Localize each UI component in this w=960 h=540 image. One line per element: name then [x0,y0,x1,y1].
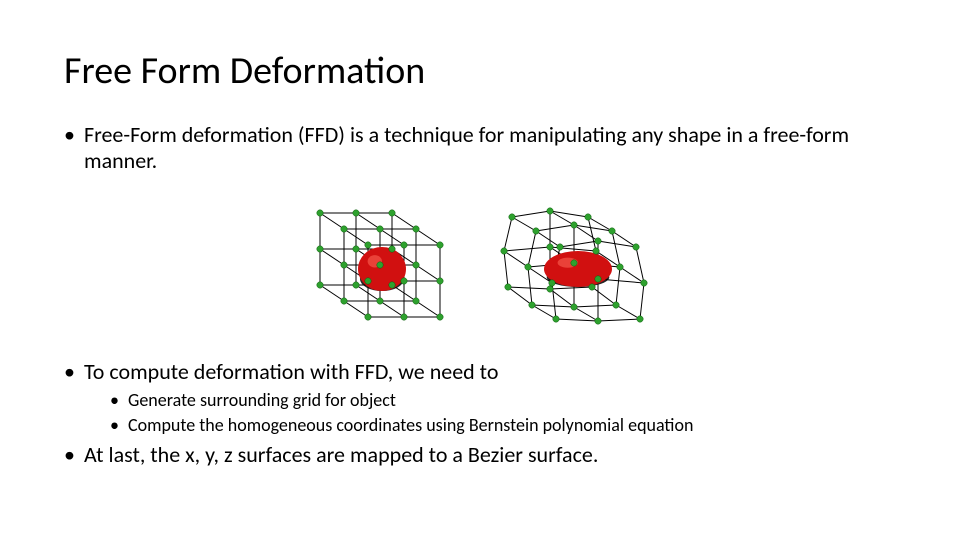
bullet-list-2: To compute deformation with FFD, we need… [64,359,896,469]
sub-bullet-grid: Generate surrounding grid for object [110,389,896,412]
ffd-lattice-deformed [494,189,658,339]
diagram-row [64,189,896,339]
slide-title: Free Form Deformation [64,48,896,94]
sub-bullet-bernstein: Compute the homogeneous coordinates usin… [110,414,896,437]
bullet-bezier: At last, the x, y, z surfaces are mapped… [64,442,896,468]
bullet-steps: To compute deformation with FFD, we need… [64,359,896,436]
ffd-lattice-undeformed [302,189,458,339]
bullet-list: Free-Form deformation (FFD) is a techniq… [64,122,896,175]
bullet-steps-text: To compute deformation with FFD, we need… [84,358,498,385]
bullet-intro: Free-Form deformation (FFD) is a techniq… [64,122,896,175]
sub-bullet-list: Generate surrounding grid for object Com… [110,389,896,436]
